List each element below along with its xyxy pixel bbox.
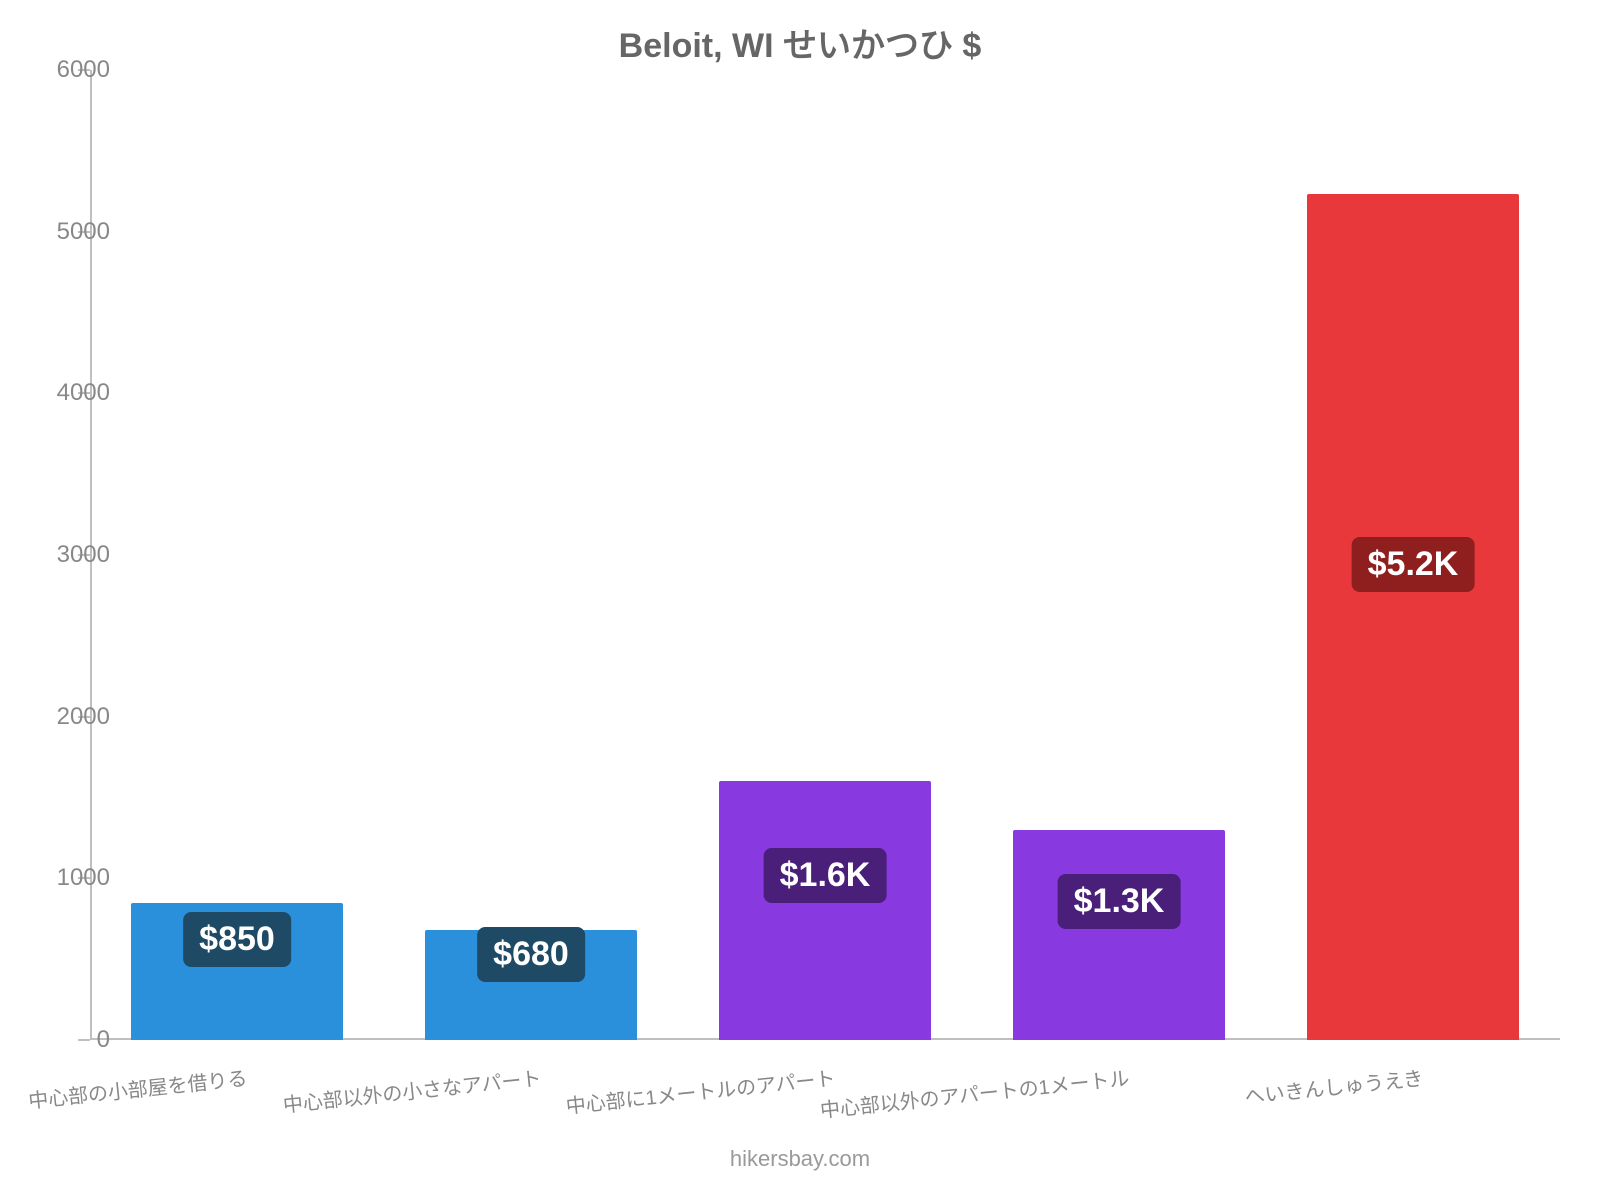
x-axis-label: へいきんしゅうえき [1103,1062,1424,1124]
value-badge: $5.2K [1352,537,1475,592]
chart-title: Beloit, WI せいかつひ $ [0,18,1600,67]
y-axis-label: 3000 [30,541,110,569]
bar [719,781,931,1040]
plot-area: $850 $680 $1.6K $1.3K $5.2K [90,70,1560,1040]
x-axis-label: 中心部以外の小さなアパート [221,1062,542,1124]
value-badge: $1.6K [764,848,887,903]
attribution-text: hikersbay.com [0,1146,1600,1172]
value-badge: $850 [183,912,291,967]
value-badge: $1.3K [1058,874,1181,929]
x-axis-label: 中心部に1メートルのアパート [515,1062,836,1124]
cost-of-living-chart: Beloit, WI せいかつひ $ $850 $680 $1.6K $1.3K $5.… [0,0,1600,1200]
value-badge: $680 [477,927,585,982]
y-axis-label: 6000 [30,56,110,84]
y-axis-label: 1000 [30,864,110,892]
y-axis-label: 4000 [30,379,110,407]
bar [1307,194,1519,1040]
x-axis-label: 中心部以外のアパートの1メートル [809,1062,1130,1124]
x-axis-label: 中心部の小部屋を借りる [0,1062,249,1124]
bar [1013,830,1225,1040]
y-axis-label: 0 [30,1026,110,1054]
y-axis-label: 5000 [30,218,110,246]
y-axis-label: 2000 [30,703,110,731]
